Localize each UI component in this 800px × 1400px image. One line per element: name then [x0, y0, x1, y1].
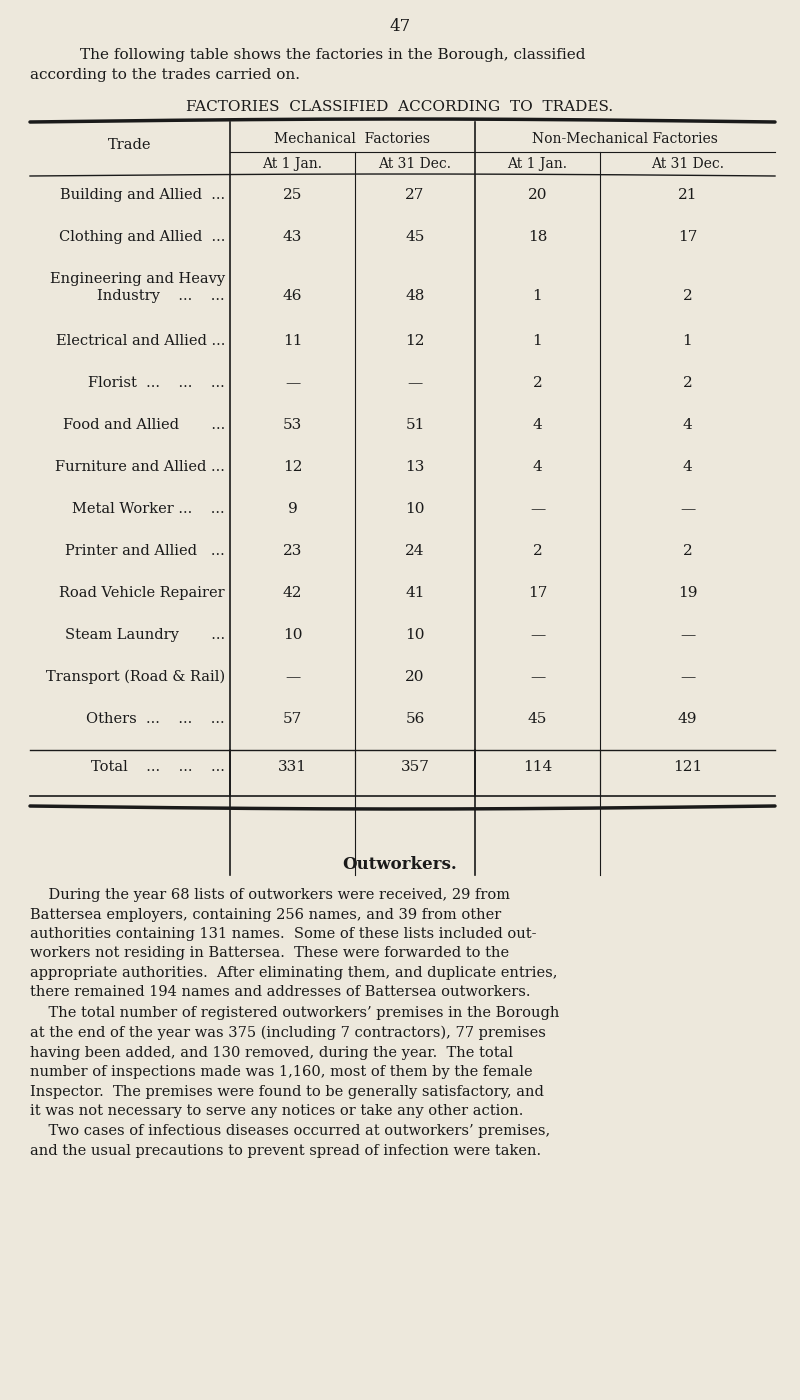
Text: Electrical and Allied ...: Electrical and Allied ...	[56, 335, 225, 349]
Text: Furniture and Allied ...: Furniture and Allied ...	[55, 461, 225, 475]
Text: 2: 2	[533, 545, 542, 559]
Text: 12: 12	[406, 335, 425, 349]
Text: 331: 331	[278, 760, 307, 774]
Text: 4: 4	[682, 419, 692, 433]
Text: 10: 10	[282, 629, 302, 643]
Text: 27: 27	[406, 188, 425, 202]
Text: 21: 21	[678, 188, 698, 202]
Text: 4: 4	[533, 461, 542, 475]
Text: Food and Allied       ...: Food and Allied ...	[62, 419, 225, 433]
Text: 1: 1	[533, 335, 542, 349]
Text: 47: 47	[390, 18, 410, 35]
Text: 25: 25	[283, 188, 302, 202]
Text: 17: 17	[678, 230, 697, 244]
Text: Outworkers.: Outworkers.	[342, 855, 458, 874]
Text: —: —	[680, 671, 695, 685]
Text: 48: 48	[406, 288, 425, 302]
Text: 17: 17	[528, 587, 547, 601]
Text: Transport (Road & Rail): Transport (Road & Rail)	[46, 671, 225, 685]
Text: 10: 10	[406, 629, 425, 643]
Text: 4: 4	[682, 461, 692, 475]
Text: Industry    ...    ...: Industry ... ...	[98, 288, 225, 302]
Text: Florist  ...    ...    ...: Florist ... ... ...	[88, 377, 225, 391]
Text: 20: 20	[406, 671, 425, 685]
Text: Total    ...    ...    ...: Total ... ... ...	[91, 760, 225, 774]
Text: 57: 57	[283, 713, 302, 727]
Text: FACTORIES  CLASSIFIED  ACCORDING  TO  TRADES.: FACTORIES CLASSIFIED ACCORDING TO TRADES…	[186, 99, 614, 113]
Text: Building and Allied  ...: Building and Allied ...	[60, 188, 225, 202]
Text: 56: 56	[406, 713, 425, 727]
Text: 42: 42	[282, 587, 302, 601]
Text: 20: 20	[528, 188, 547, 202]
Text: Road Vehicle Repairer: Road Vehicle Repairer	[59, 587, 225, 601]
Text: Non-Mechanical Factories: Non-Mechanical Factories	[532, 132, 718, 146]
Text: At 31 Dec.: At 31 Dec.	[378, 157, 451, 171]
Text: 24: 24	[406, 545, 425, 559]
Text: Clothing and Allied  ...: Clothing and Allied ...	[58, 230, 225, 244]
Text: Two cases of infectious diseases occurred at outworkers’ premises,
and the usual: Two cases of infectious diseases occurre…	[30, 1124, 550, 1158]
Text: Metal Worker ...    ...: Metal Worker ... ...	[72, 503, 225, 517]
Text: 2: 2	[682, 288, 692, 302]
Text: The following table shows the factories in the Borough, classified: The following table shows the factories …	[80, 48, 586, 62]
Text: according to the trades carried on.: according to the trades carried on.	[30, 69, 300, 83]
Text: At 31 Dec.: At 31 Dec.	[651, 157, 724, 171]
Text: —: —	[285, 377, 300, 391]
Text: Engineering and Heavy: Engineering and Heavy	[50, 272, 225, 286]
Text: 1: 1	[533, 288, 542, 302]
Text: —: —	[680, 503, 695, 517]
Text: Trade: Trade	[108, 139, 152, 153]
Text: 114: 114	[523, 760, 552, 774]
Text: 12: 12	[282, 461, 302, 475]
Text: —: —	[530, 629, 545, 643]
Text: 41: 41	[406, 587, 425, 601]
Text: 357: 357	[401, 760, 430, 774]
Text: —: —	[530, 671, 545, 685]
Text: 13: 13	[406, 461, 425, 475]
Text: 121: 121	[673, 760, 702, 774]
Text: The total number of registered outworkers’ premises in the Borough
at the end of: The total number of registered outworker…	[30, 1007, 559, 1119]
Text: 19: 19	[678, 587, 698, 601]
Text: 45: 45	[528, 713, 547, 727]
Text: 11: 11	[282, 335, 302, 349]
Text: 23: 23	[283, 545, 302, 559]
Text: During the year 68 lists of outworkers were received, 29 from
Battersea employer: During the year 68 lists of outworkers w…	[30, 888, 558, 1000]
Text: 4: 4	[533, 419, 542, 433]
Text: Steam Laundry       ...: Steam Laundry ...	[65, 629, 225, 643]
Text: 46: 46	[282, 288, 302, 302]
Text: Mechanical  Factories: Mechanical Factories	[274, 132, 430, 146]
Text: 2: 2	[682, 377, 692, 391]
Text: 2: 2	[533, 377, 542, 391]
Text: Others  ...    ...    ...: Others ... ... ...	[86, 713, 225, 727]
Text: At 1 Jan.: At 1 Jan.	[507, 157, 567, 171]
Text: —: —	[407, 377, 422, 391]
Text: 49: 49	[678, 713, 698, 727]
Text: 18: 18	[528, 230, 547, 244]
Text: 53: 53	[283, 419, 302, 433]
Text: 43: 43	[283, 230, 302, 244]
Text: 45: 45	[406, 230, 425, 244]
Text: —: —	[680, 629, 695, 643]
Text: At 1 Jan.: At 1 Jan.	[262, 157, 322, 171]
Text: —: —	[285, 671, 300, 685]
Text: Printer and Allied   ...: Printer and Allied ...	[66, 545, 225, 559]
Text: 10: 10	[406, 503, 425, 517]
Text: 1: 1	[682, 335, 692, 349]
Text: 2: 2	[682, 545, 692, 559]
Text: —: —	[530, 503, 545, 517]
Text: 51: 51	[406, 419, 425, 433]
Text: 9: 9	[288, 503, 298, 517]
